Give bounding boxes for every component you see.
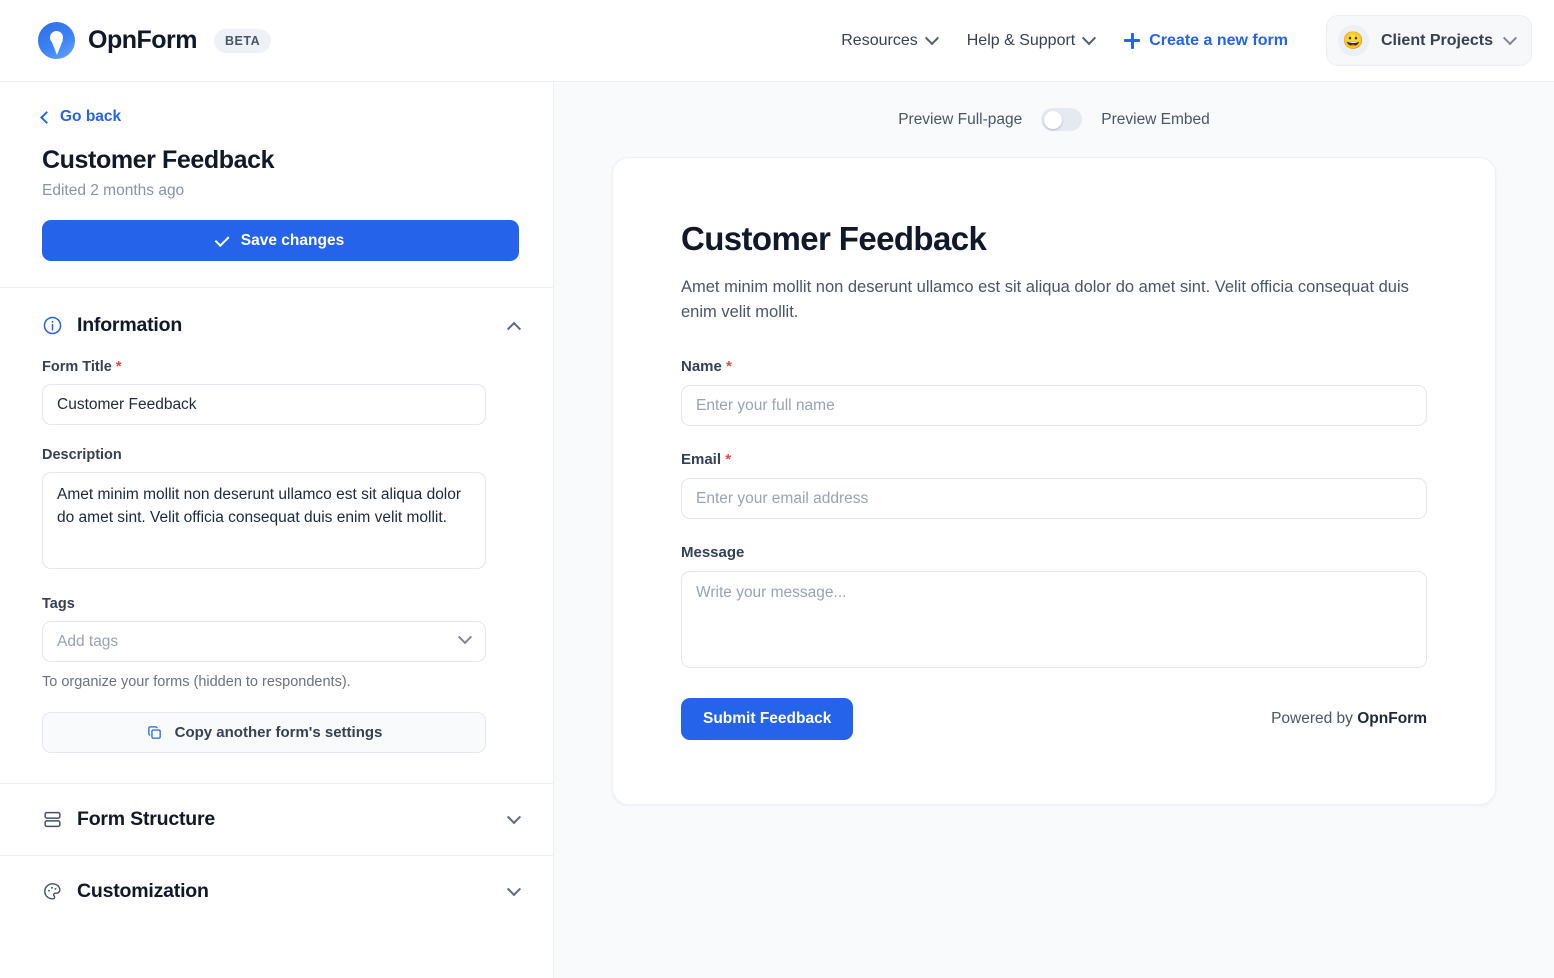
create-new-form-button[interactable]: Create a new form (1124, 32, 1288, 50)
chevron-down-icon[interactable] (506, 881, 522, 896)
powered-by-text: Powered by OpnForm (1271, 710, 1427, 728)
preview-email-input[interactable] (681, 478, 1427, 520)
sidebar-header: Go back Customer Feedback Edited 2 month… (0, 82, 553, 287)
section-title: Information (77, 314, 183, 336)
divider (0, 287, 553, 288)
field-tags-label: Tags (42, 596, 75, 612)
section-title: Form Structure (77, 808, 216, 830)
submit-feedback-button[interactable]: Submit Feedback (681, 698, 854, 741)
body-row: Go back Customer Feedback Edited 2 month… (0, 82, 1554, 978)
preview-form-description: Amet minim mollit non deserunt ullamco e… (681, 278, 1409, 322)
section-customization: Customization (0, 856, 553, 927)
check-icon (214, 231, 230, 247)
preview-field-name: Name * (681, 358, 1427, 427)
form-title-input[interactable] (42, 384, 486, 425)
preview-mode-switch[interactable] (1041, 108, 1083, 131)
preview-field-email-label: Email * (681, 451, 1427, 468)
section-customization-header[interactable]: Customization (42, 880, 522, 903)
required-marker: * (115, 359, 122, 375)
plus-icon (1124, 32, 1141, 49)
field-description: Description Amet minim mollit non deseru… (42, 447, 519, 574)
go-back-button[interactable]: Go back (40, 108, 519, 126)
header-nav: Resources Help & Support Create a new fo… (841, 15, 1532, 66)
copy-icon (147, 726, 161, 739)
divider (0, 783, 553, 784)
tags-hint: To organize your forms (hidden to respon… (42, 674, 351, 690)
last-edited-text: Edited 2 months ago (42, 182, 185, 199)
avatar: 😀 (1337, 25, 1369, 56)
beta-badge: BETA (214, 28, 272, 53)
preview-message-textarea[interactable] (681, 571, 1427, 669)
tags-select-wrapper (42, 621, 486, 662)
preview-name-input[interactable] (681, 385, 1427, 427)
nav-item-label: Resources (841, 31, 918, 49)
form-structure-icon (44, 811, 61, 828)
preview-fullpage-label: Preview Full-page (898, 110, 1023, 128)
nav-item-label: Help & Support (966, 31, 1076, 49)
preview-field-message: Message (681, 544, 1427, 673)
chevron-down-icon (924, 30, 939, 45)
label-text: Name (681, 358, 722, 376)
field-form-title-label: Form Title * (42, 359, 519, 375)
info-circle-icon (43, 316, 62, 335)
preview-embed-label: Preview Embed (1101, 110, 1210, 128)
workspace-selector[interactable]: 😀 Client Projects (1325, 15, 1532, 66)
palette-icon (44, 883, 61, 900)
required-marker: * (725, 451, 732, 469)
powered-prefix: Powered by (1271, 710, 1358, 728)
section-information: Information Form Title * Description Ame… (0, 288, 553, 783)
form-editor-sidebar: Go back Customer Feedback Edited 2 month… (0, 82, 554, 978)
page-title: Customer Feedback (42, 146, 275, 174)
preview-panel: Preview Full-page Preview Embed Customer… (554, 82, 1554, 978)
brand-logo[interactable]: OpnForm BETA (38, 22, 272, 59)
description-textarea[interactable]: Amet minim mollit non deserunt ullamco e… (42, 472, 486, 569)
opnform-logo-icon (38, 22, 75, 59)
field-tags: Tags To organize your forms (hidden to r… (42, 596, 519, 690)
section-information-header[interactable]: Information (42, 314, 522, 337)
preview-footer: Submit Feedback Powered by OpnForm (681, 698, 1427, 741)
chevron-left-icon (40, 110, 53, 124)
preview-form-title: Customer Feedback (681, 220, 987, 257)
nav-item-resources[interactable]: Resources (841, 30, 939, 50)
preview-field-message-label: Message (681, 544, 745, 562)
form-preview-card: Customer Feedback Amet minim mollit non … (612, 157, 1496, 806)
chevron-down-icon (1082, 30, 1097, 45)
preview-field-name-label: Name * (681, 358, 1427, 375)
section-form-structure-header[interactable]: Form Structure (42, 808, 522, 831)
label-text: Form Title (42, 359, 112, 375)
required-marker: * (726, 358, 732, 376)
brand-name: OpnForm (88, 26, 198, 54)
divider (0, 855, 553, 856)
chevron-up-icon[interactable] (506, 321, 522, 336)
label-text: Email (681, 451, 722, 469)
copy-form-settings-button[interactable]: Copy another form's settings (42, 712, 486, 753)
create-new-form-label: Create a new form (1149, 31, 1288, 49)
copy-form-settings-label: Copy another form's settings (174, 724, 383, 741)
go-back-label: Go back (60, 108, 122, 125)
chevron-down-icon (1502, 30, 1518, 45)
section-title: Customization (77, 880, 209, 902)
field-description-label: Description (42, 447, 122, 463)
top-navigation-bar: OpnForm BETA Resources Help & Support Cr… (0, 0, 1554, 82)
save-changes-button[interactable]: Save changes (42, 220, 519, 261)
switch-knob (1043, 110, 1062, 129)
save-changes-label: Save changes (240, 231, 345, 249)
preview-mode-toggle-row: Preview Full-page Preview Embed (898, 108, 1210, 131)
powered-brand: OpnForm (1357, 710, 1427, 728)
nav-item-help-support[interactable]: Help & Support (966, 30, 1097, 50)
section-form-structure: Form Structure (0, 784, 553, 855)
preview-field-email: Email * (681, 451, 1427, 520)
field-form-title: Form Title * (42, 359, 519, 425)
tags-input[interactable] (42, 621, 486, 662)
workspace-name: Client Projects (1380, 31, 1493, 49)
chevron-down-icon[interactable] (506, 809, 522, 824)
